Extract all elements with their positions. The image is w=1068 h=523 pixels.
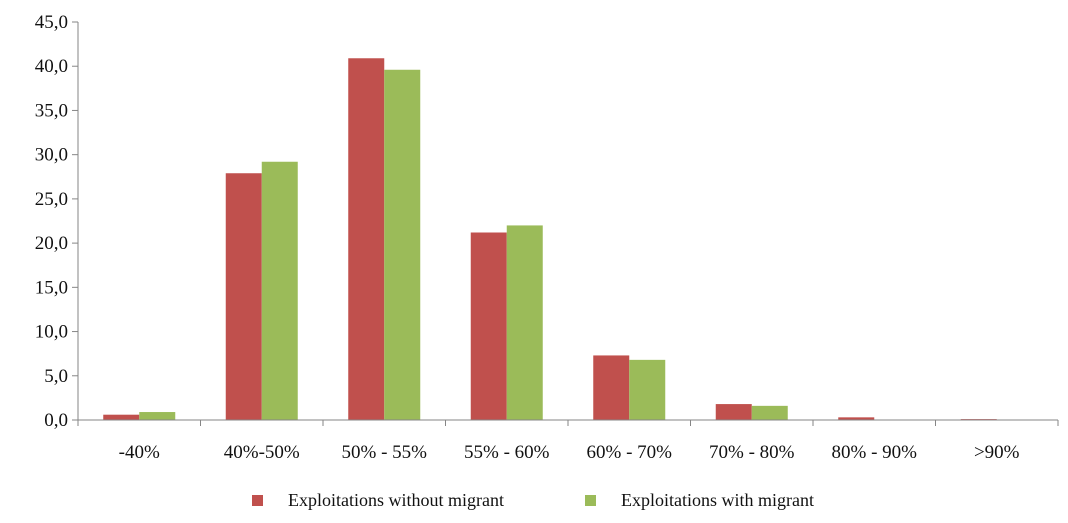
bar-without-migrant — [226, 173, 262, 420]
y-tick-label: 35,0 — [35, 100, 68, 121]
x-axis: -40% 40%-50% 50% - 55% 55% - 60% 60% - 70% 70… — [78, 420, 1058, 463]
bar-without-migrant — [716, 404, 752, 420]
bar-with-migrant — [629, 360, 665, 420]
y-tick-label: 5,0 — [44, 366, 68, 387]
bar-without-migrant — [348, 58, 384, 420]
bar-without-migrant — [471, 232, 507, 420]
legend-swatch — [252, 495, 263, 506]
legend-label: Exploitations without migrant — [288, 490, 504, 510]
bar-without-migrant — [103, 415, 139, 420]
bars — [103, 58, 997, 420]
y-tick-label: 45,0 — [35, 12, 68, 33]
x-category-label: 40%-50% — [224, 442, 300, 463]
bar-with-migrant — [507, 225, 543, 420]
y-tick-label: 20,0 — [35, 233, 68, 254]
x-category-label: >90% — [974, 442, 1020, 463]
y-tick-label: 25,0 — [35, 189, 68, 210]
x-category-label: 55% - 60% — [464, 442, 550, 463]
y-tick-label: 15,0 — [35, 277, 68, 298]
x-category-label: 60% - 70% — [587, 442, 673, 463]
legend: Exploitations without migrant Exploitatio… — [252, 490, 814, 510]
y-tick-label: 10,0 — [35, 322, 68, 343]
x-category-label: 70% - 80% — [709, 442, 795, 463]
legend-swatch — [585, 495, 596, 506]
y-axis: 0,0 5,0 10,0 15,0 20,0 25,0 30,0 35,0 40,0 45,0 — [35, 12, 78, 431]
bar-with-migrant — [139, 412, 175, 420]
y-tick-label: 40,0 — [35, 56, 68, 77]
legend-label: Exploitations with migrant — [621, 490, 814, 510]
y-tick-label: 0,0 — [44, 410, 68, 431]
bar-with-migrant — [262, 162, 298, 420]
bar-with-migrant — [752, 406, 788, 420]
bar-with-migrant — [384, 70, 420, 420]
bar-without-migrant — [593, 355, 629, 420]
x-category-label: -40% — [119, 442, 160, 463]
x-category-label: 80% - 90% — [832, 442, 918, 463]
y-tick-label: 30,0 — [35, 145, 68, 166]
x-category-label: 50% - 55% — [342, 442, 428, 463]
